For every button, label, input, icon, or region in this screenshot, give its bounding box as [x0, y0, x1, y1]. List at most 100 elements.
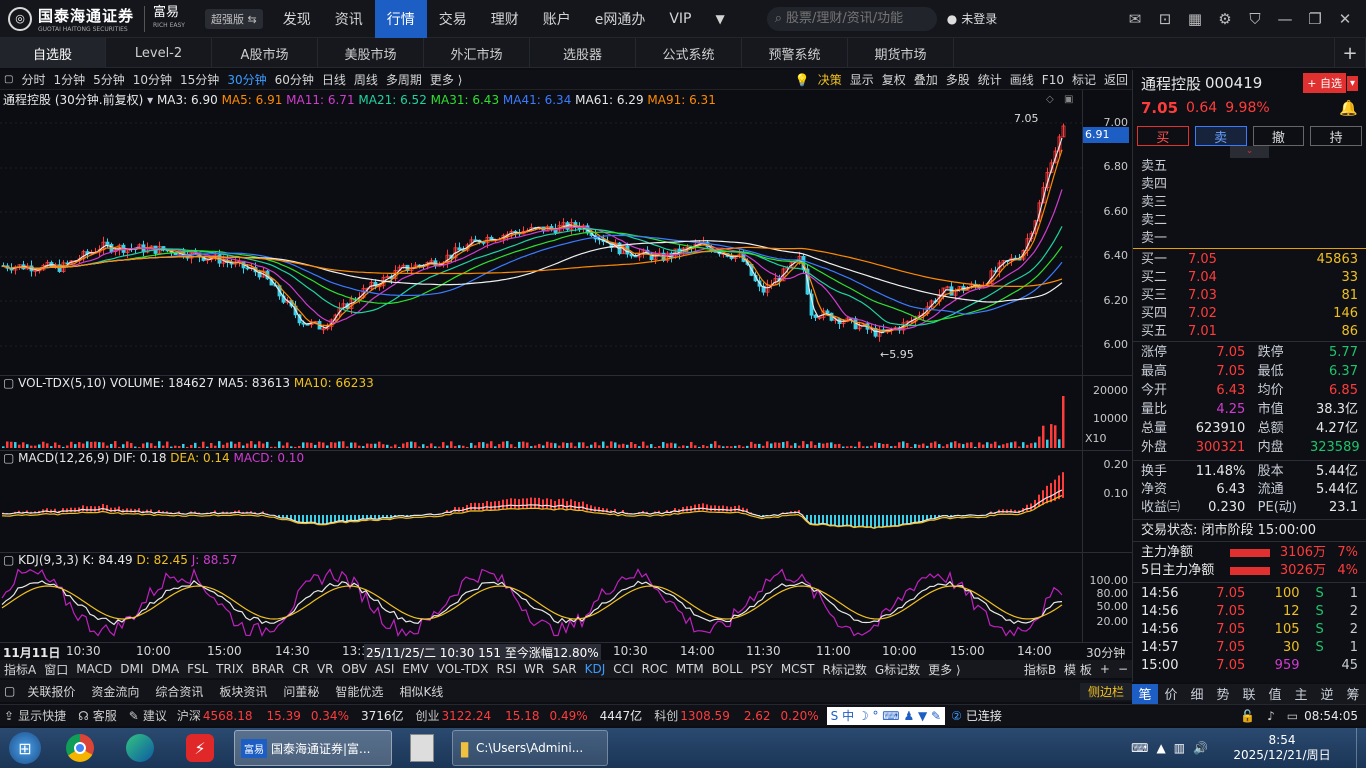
edition-switch[interactable]: 超强版 ⇆ [205, 8, 263, 29]
chart-area[interactable]: 通程控股 (30分钟.前复权) ▾ MA3: 6.90 MA5: 6.91 MA… [0, 90, 1132, 661]
feat-related-quote[interactable]: 关联报价 [27, 684, 76, 699]
period-60min[interactable]: 60分钟 [274, 73, 314, 87]
minimize-icon[interactable]: — [1277, 9, 1293, 28]
kdj-settings-icon[interactable]: ▢ [3, 553, 15, 567]
keyboard-icon[interactable]: ⌨ [1131, 741, 1149, 755]
ind-kdj[interactable]: KDJ [584, 662, 606, 676]
buy-button[interactable]: 买 [1137, 126, 1189, 146]
buy-row[interactable]: 买五 7.01 86 [1133, 323, 1366, 341]
rtab-trades[interactable]: 笔 [1132, 684, 1158, 704]
tool-f10[interactable]: F10 [1041, 72, 1064, 87]
rtab-detail[interactable]: 细 [1190, 688, 1204, 703]
tool-mark[interactable]: 标记 [1071, 73, 1096, 87]
tab-forex[interactable]: 外汇市场 [424, 38, 530, 68]
tab-alert[interactable]: 预警系统 [742, 38, 848, 68]
ind-cr[interactable]: CR [292, 662, 309, 676]
ind-asi[interactable]: ASI [375, 662, 395, 676]
sidebar-toggle[interactable]: 侧边栏 [1079, 682, 1132, 700]
rtab-chips[interactable]: 筹 [1346, 688, 1360, 703]
service-link[interactable]: 客服 [92, 709, 117, 723]
chrome-icon[interactable] [50, 734, 110, 762]
index-name[interactable]: 创业 [415, 709, 440, 723]
tool-back[interactable]: 返回 [1103, 73, 1128, 87]
ind-window[interactable]: 窗口 [44, 662, 69, 677]
ind-psy[interactable]: PSY [750, 662, 773, 676]
close-icon[interactable]: ✕ [1338, 9, 1352, 28]
show-desktop-button[interactable] [1356, 728, 1366, 768]
tool-display[interactable]: 显示 [849, 73, 874, 87]
nav-discover[interactable]: 发现 [282, 11, 311, 28]
rtab-trend[interactable]: 势 [1216, 688, 1230, 703]
tool-overlay[interactable]: 叠加 [913, 73, 938, 87]
tab-futures[interactable]: 期货市场 [848, 38, 954, 68]
period-5min[interactable]: 5分钟 [93, 73, 125, 87]
tab-a-share[interactable]: A股市场 [212, 38, 318, 68]
buy-row[interactable]: 买一 7.05 45863 [1133, 251, 1366, 269]
nav-finance[interactable]: 理财 [490, 11, 519, 28]
period-more[interactable]: 更多 ⟩ [429, 73, 463, 87]
tab-level2[interactable]: Level-2 [106, 38, 212, 68]
ind-roc[interactable]: ROC [641, 662, 668, 676]
buy-row[interactable]: 买四 7.02 146 [1133, 305, 1366, 323]
search-box[interactable]: ⌕ [766, 6, 937, 31]
add-tab-button[interactable]: + [1334, 38, 1366, 68]
sound-icon[interactable]: ♪ [1267, 708, 1275, 723]
period-1min[interactable]: 1分钟 [53, 73, 86, 87]
lock-status-icon[interactable]: 🔓 [1240, 708, 1256, 723]
tool-stats[interactable]: 统计 [977, 73, 1002, 87]
rtab-value[interactable]: 值 [1268, 688, 1282, 703]
nav-trade[interactable]: 交易 [438, 11, 467, 28]
tab-formula[interactable]: 公式系统 [636, 38, 742, 68]
ind-r-mark[interactable]: R标记数 [822, 662, 867, 677]
start-button[interactable]: ⊞ [0, 728, 50, 768]
network-icon[interactable]: ▥ [1173, 741, 1186, 755]
buy-row[interactable]: 买三 7.03 81 [1133, 287, 1366, 305]
buy-row[interactable]: 买二 7.04 33 [1133, 269, 1366, 287]
ind-boll[interactable]: BOLL [711, 662, 743, 676]
shirt-icon[interactable]: ⛉ [1249, 9, 1261, 28]
feat-similar-kline[interactable]: 相似K线 [399, 684, 444, 699]
mail-icon[interactable]: ✉ [1128, 9, 1142, 28]
period-30min[interactable]: 30分钟 [227, 73, 267, 87]
feat-fund-flow[interactable]: 资金流向 [91, 684, 140, 699]
ind-mtm[interactable]: MTM [675, 662, 704, 676]
securities-app-icon[interactable]: ⚡ [170, 734, 230, 762]
nav-more-dropdown-icon[interactable]: ▼ [715, 11, 725, 26]
index-name[interactable]: 科创 [654, 709, 679, 723]
tool-decision[interactable]: 决策 [817, 73, 842, 87]
tray-expand-icon[interactable]: ▲ [1156, 741, 1166, 755]
index-name[interactable]: 沪深 [176, 709, 201, 723]
ind-add[interactable]: + [1099, 662, 1110, 676]
ind-cci[interactable]: CCI [613, 662, 634, 676]
feat-general-news[interactable]: 综合资讯 [155, 684, 204, 699]
tab-stock-screener[interactable]: 选股器 [530, 38, 636, 68]
nav-e-service[interactable]: e网通办 [594, 11, 646, 28]
tab-us-market[interactable]: 美股市场 [318, 38, 424, 68]
ind-macd[interactable]: MACD [76, 662, 113, 676]
nav-news[interactable]: 资讯 [334, 11, 363, 28]
feat-ask-secretary[interactable]: 问董秘 [283, 684, 320, 699]
period-weekly[interactable]: 周线 [353, 73, 378, 87]
tool-restore-rights[interactable]: 复权 [881, 73, 906, 87]
watchlist-dropdown-icon[interactable]: ▾ [1346, 75, 1358, 91]
ime-toolbar[interactable]: S 中 ☽ ° ⌨ ♟ ▼ ✎ [826, 706, 946, 725]
panel-toggle-icon[interactable]: ▣ [1064, 94, 1074, 105]
ind-brar[interactable]: BRAR [251, 662, 285, 676]
collapse-icon[interactable]: ▢ [4, 74, 14, 85]
feat-smart-pick[interactable]: 智能优选 [335, 684, 384, 699]
restore-icon[interactable]: ❐ [1308, 9, 1322, 28]
window-icon[interactable]: ▭ [1286, 708, 1299, 723]
headset-icon[interactable]: ☊ [78, 708, 89, 723]
rtab-main[interactable]: 主 [1294, 688, 1308, 703]
taskbar-app-securities[interactable]: 富易 国泰海通证券|富... [234, 730, 392, 766]
rtab-price[interactable]: 价 [1164, 688, 1178, 703]
period-intraday[interactable]: 分时 [21, 73, 46, 87]
ind-remove[interactable]: − [1117, 662, 1128, 676]
nav-vip[interactable]: VIP [669, 10, 692, 27]
macd-settings-icon[interactable]: ▢ [3, 451, 15, 465]
ind-vol-tdx[interactable]: VOL-TDX [436, 662, 489, 676]
ind-vr[interactable]: VR [316, 662, 334, 676]
vol-settings-icon[interactable]: ▢ [3, 376, 15, 390]
ind-obv[interactable]: OBV [341, 662, 368, 676]
volume-icon[interactable]: 🔊 [1193, 741, 1208, 755]
